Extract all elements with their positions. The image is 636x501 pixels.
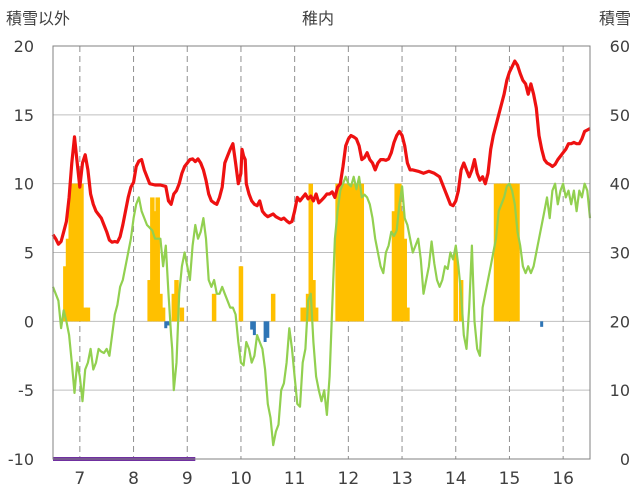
gridlines (53, 46, 590, 459)
precip-bar (263, 321, 267, 342)
x-tick-label: 10 (230, 469, 252, 489)
snowfall-bar (348, 183, 354, 322)
snowfall-bar (313, 307, 319, 322)
snowfall-bar (405, 307, 410, 322)
y-right-tick-label: 60 (610, 37, 630, 56)
snowfall-bar (509, 183, 515, 322)
snowfall-bar (507, 183, 512, 322)
precip-bar (266, 321, 270, 338)
snowfall-bar (76, 183, 82, 322)
snowfall-bar (68, 183, 73, 322)
y-right-tick-label: 50 (610, 106, 630, 125)
x-tick-label: 16 (552, 469, 574, 489)
precipitation-bars (164, 321, 544, 342)
snowfall-bar (160, 307, 166, 322)
snowfall-bar (158, 293, 163, 322)
snowfall-bar (397, 183, 402, 322)
snowfall-bar (308, 183, 314, 322)
snow-depth-line (51, 59, 591, 246)
y-left-tick-label: 20 (14, 37, 34, 56)
x-tick-label: 13 (391, 469, 413, 489)
snowfall-bar (85, 307, 91, 322)
snowfall-bar (399, 211, 405, 322)
y-left-tick-label: -5 (18, 381, 34, 400)
precip-bar (540, 321, 544, 327)
x-tick-label: 12 (338, 469, 360, 489)
snowfall-bar (499, 183, 504, 322)
snowfall-bar (493, 183, 499, 322)
snowfall-bar (150, 197, 155, 322)
snowfall-bar (82, 307, 88, 322)
y-right-tick-label: 40 (610, 175, 630, 194)
x-tick-label: 9 (182, 469, 193, 489)
x-tick-label: 11 (284, 469, 306, 489)
snowfall-bar (155, 197, 160, 322)
snowfall-bar (79, 183, 84, 322)
snowfall-bar (238, 266, 244, 322)
snowfall-bar (311, 280, 316, 322)
snowfall-bar (71, 183, 76, 322)
y-left-tick-label: -10 (8, 450, 34, 469)
snowfall-bar (394, 183, 399, 322)
x-tick-label: 7 (74, 469, 85, 489)
y-left-tick-label: 10 (14, 175, 34, 194)
snowfall-bar (338, 183, 343, 322)
left-axis-label: 積雪以外 (6, 9, 70, 28)
snowfall-bar (300, 307, 305, 322)
y-right-tick-label: 10 (610, 381, 630, 400)
snowfall-bar (147, 280, 152, 322)
precip-bar (166, 321, 170, 326)
right-axis-label: 積雪 (599, 9, 631, 28)
y-right-tick-label: 20 (610, 312, 630, 331)
plot-frame (52, 45, 591, 460)
y-left-tick-label: 15 (14, 106, 34, 125)
snowfall-bar (346, 183, 351, 322)
snowfall-bar (152, 211, 158, 322)
snowfall-bar (174, 280, 179, 322)
x-tick-label: 15 (499, 469, 521, 489)
snowfall-bar (512, 183, 518, 322)
snowfall-bar (391, 211, 397, 322)
snowfall-bar (504, 183, 510, 322)
y-left-tick-label: 5 (24, 244, 34, 263)
x-tick-label: 8 (128, 469, 139, 489)
snowfall-bar (343, 183, 348, 322)
snowfall-bar (303, 307, 308, 322)
snowfall-bar (73, 183, 79, 322)
precip-bar (252, 321, 256, 336)
snowfall-bar (179, 307, 185, 322)
snowfall-bar (340, 183, 346, 322)
snowfall-bar (63, 266, 68, 322)
precip-bar (250, 321, 254, 330)
y-left-tick-label: 0 (24, 312, 34, 331)
y-right-tick-label: 0 (620, 450, 630, 469)
snowfall-bar (496, 183, 501, 322)
snowfall-bar (501, 183, 507, 322)
snowfall-bar (270, 293, 276, 322)
x-tick-label: 14 (445, 469, 467, 489)
snowfall-bar (515, 183, 520, 322)
snowfall-bars (63, 183, 520, 322)
snowfall-bar (356, 183, 362, 322)
precip-bar (164, 321, 168, 329)
snowfall-bar (351, 183, 356, 322)
snowfall-bar (359, 183, 365, 322)
chart-title: 稚内 (302, 9, 334, 28)
snowfall-bar (402, 238, 407, 322)
snowfall-bar (65, 238, 71, 322)
snowfall-bar (211, 293, 217, 322)
temperature-line (51, 175, 592, 447)
snowfall-bar (453, 252, 458, 322)
snowfall-bar (335, 183, 340, 322)
snowfall-bar (171, 293, 177, 322)
snowfall-bar (354, 183, 359, 322)
series-lines (51, 59, 592, 447)
y-right-tick-label: 30 (610, 244, 630, 263)
